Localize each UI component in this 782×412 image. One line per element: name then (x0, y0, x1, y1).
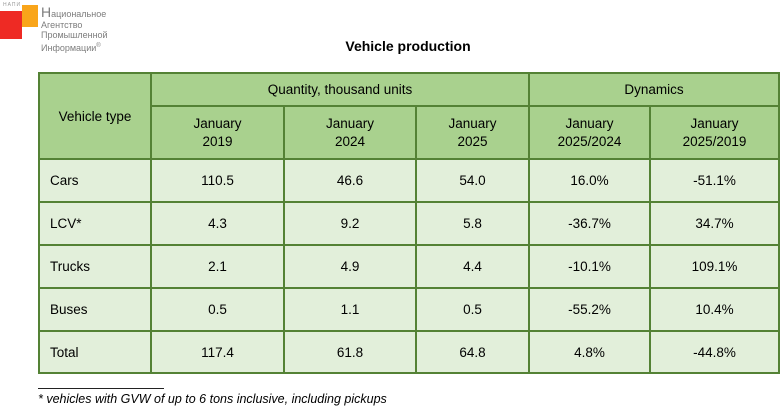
vehicle-production-table: Vehicle type Quantity, thousand units Dy… (38, 72, 781, 374)
column-header-row: January 2019 January 2024 January 2025 J… (39, 105, 781, 160)
cell-value: -44.8% (649, 330, 781, 374)
column-header-january-2024: January 2024 (283, 105, 417, 160)
table-row-trucks: Trucks 2.1 4.9 4.4 -10.1% 109.1% (38, 244, 781, 289)
column-header-january-2025-2024: January 2025/2024 (528, 105, 652, 160)
table-row-lcv: LCV* 4.3 9.2 5.8 -36.7% 34.7% (38, 201, 781, 246)
cell-value: 9.2 (283, 201, 417, 246)
cell-value: 4.4 (414, 244, 531, 289)
logo-line: Промышленной (41, 30, 108, 40)
logo-orange-square (22, 5, 38, 27)
column-header-line: January (193, 115, 242, 131)
cell-value: 4.8% (528, 330, 652, 374)
row-label: Buses (38, 287, 152, 332)
row-label: LCV* (38, 201, 152, 246)
group-header-quantity: Quantity, thousand units (149, 72, 531, 107)
cell-value: 61.8 (283, 330, 417, 374)
row-label: Trucks (38, 244, 152, 289)
cell-value: -36.7% (528, 201, 652, 246)
row-label: Cars (38, 158, 152, 203)
cell-value: 0.5 (150, 287, 285, 332)
column-header-line: 2024 (334, 133, 366, 149)
column-header-line: 2019 (202, 133, 233, 149)
logo-line: Национальное (41, 4, 107, 20)
cell-value: 1.1 (283, 287, 417, 332)
group-header-dynamics: Dynamics (528, 72, 781, 107)
column-header-line: January (325, 115, 375, 131)
footnote-divider (38, 388, 164, 389)
cell-value: 2.1 (150, 244, 285, 289)
cell-value: 0.5 (414, 287, 531, 332)
logo-mini-text: НАПИ (3, 2, 22, 8)
cell-value: -51.1% (649, 158, 781, 203)
column-header-january-2025: January 2025 (414, 105, 531, 160)
column-header-line: 2025 (457, 133, 488, 149)
cell-value: 16.0% (528, 158, 652, 203)
cell-value: 109.1% (649, 244, 781, 289)
cell-value: 46.6 (283, 158, 417, 203)
cell-value: 64.8 (414, 330, 531, 374)
column-header-line: 2025/2019 (682, 133, 747, 149)
table-row-cars: Cars 110.5 46.6 54.0 16.0% -51.1% (38, 158, 781, 203)
cell-value: -55.2% (528, 287, 652, 332)
cell-value: 10.4% (649, 287, 781, 332)
footnote-text: * vehicles with GVW of up to 6 tons incl… (38, 392, 387, 406)
column-header-vehicle-type: Vehicle type (38, 72, 152, 160)
group-header-row: Vehicle type Quantity, thousand units Dy… (38, 72, 781, 160)
cell-value: 5.8 (414, 201, 531, 246)
cell-value: 110.5 (150, 158, 285, 203)
cell-value: -10.1% (528, 244, 652, 289)
cell-value: 4.9 (283, 244, 417, 289)
table-row-buses: Buses 0.5 1.1 0.5 -55.2% 10.4% (38, 287, 781, 332)
table-row-total: Total 117.4 61.8 64.8 4.8% -44.8% (38, 330, 781, 374)
column-header-line: January (565, 115, 614, 131)
logo-line: Агентство (41, 19, 83, 30)
logo-org-name: Национальное Агентство Промышленной Инфо… (41, 4, 108, 54)
column-header-line: January (448, 115, 497, 131)
row-label-total: Total (38, 330, 152, 374)
logo-red-square (0, 11, 22, 39)
cell-value: 54.0 (414, 158, 531, 203)
column-header-line: January (690, 115, 739, 131)
column-header-january-2019: January 2019 (150, 105, 285, 160)
cell-value: 34.7% (649, 201, 781, 246)
cell-value: 117.4 (150, 330, 285, 374)
logo-line: Информации® (41, 41, 108, 54)
napi-logo: НАПИ Национальное Агентство Промышленной… (0, 0, 200, 60)
column-header-january-2025-2019: January 2025/2019 (649, 105, 781, 160)
registered-trademark-symbol: ® (96, 42, 101, 49)
page-title: Vehicle production (345, 38, 471, 54)
logo-line-text: Информации (41, 42, 97, 53)
cell-value: 4.3 (150, 201, 285, 246)
column-header-line: 2025/2024 (557, 133, 622, 149)
